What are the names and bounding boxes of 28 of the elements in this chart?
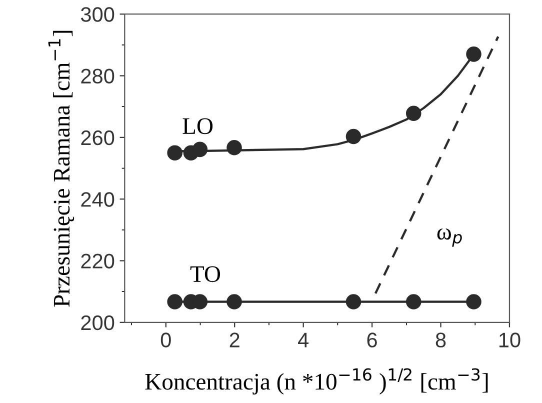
y-tick-label: 280	[81, 68, 114, 84]
y-tick-label: 260	[81, 130, 114, 146]
x-tick-label: 6	[367, 332, 377, 348]
annotation: LO	[182, 118, 213, 134]
y-tick-label: 300	[80, 7, 114, 22]
x-tick-label: 8	[436, 332, 446, 348]
x-tick-label: 0	[160, 332, 171, 348]
point	[346, 128, 362, 144]
annotation: TO	[190, 266, 220, 282]
point	[406, 106, 422, 122]
y-tick-label: 240	[81, 192, 114, 207]
point	[466, 46, 482, 62]
x-axis-title: Koncentracja (n *10$^{−16}$ )$^{1/2}$ [cm$^{−3}$]	[145, 368, 488, 395]
x-tick-label: 10	[499, 332, 520, 348]
point	[466, 294, 482, 310]
point	[226, 140, 242, 156]
annotation: ω$_{p}$	[437, 228, 462, 247]
point	[167, 145, 182, 160]
y-axis-title: Przesunięcie Ramana [cm$^{−1}$]	[48, 30, 74, 307]
x-tick-label: 4	[298, 332, 309, 348]
point	[192, 142, 208, 158]
point	[167, 294, 182, 310]
y-tick-label: 200	[81, 315, 114, 330]
y-tick-label: 220	[81, 254, 114, 268]
point	[346, 294, 362, 310]
point	[406, 294, 422, 310]
x-tick-label: 2	[230, 332, 240, 348]
point	[226, 294, 242, 310]
